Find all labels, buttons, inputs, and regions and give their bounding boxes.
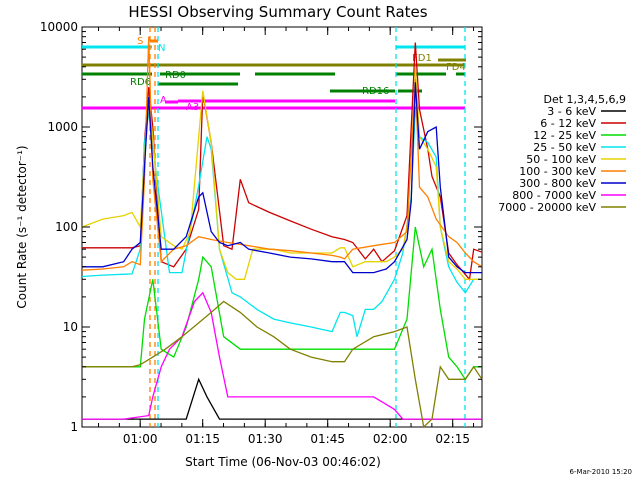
y-tick-label: 1 (70, 420, 78, 434)
y-tick-label: 1000 (47, 120, 78, 134)
series-line-6 (82, 82, 482, 274)
series-line-5 (81, 36, 483, 271)
legend-label: 800 - 7000 keV (512, 189, 596, 202)
timestamp: 6-Mar-2010 15:20 (570, 468, 632, 476)
x-tick-label: 01:45 (310, 432, 345, 446)
series-line-8 (82, 300, 483, 429)
mode-bar-label: FD1 (412, 53, 432, 64)
y-ticks: 1 10 100 1000 10000 (40, 20, 482, 434)
series-line-2 (82, 226, 482, 381)
mode-bar-label: S (137, 36, 143, 47)
mode-bar-label: RD6 (130, 77, 151, 88)
series-line-3 (81, 109, 482, 337)
series-line-7 (82, 291, 482, 420)
legend-label: 3 - 6 keV (547, 105, 596, 118)
y-tick-label: 10 (63, 320, 78, 334)
chart-title: HESSI Observing Summary Count Rates (128, 3, 427, 21)
legend-label: 6 - 12 keV (540, 117, 596, 130)
mode-bar-label: RD16 (362, 86, 389, 97)
legend-label: 300 - 800 keV (519, 177, 596, 190)
x-axis-label: Start Time (06-Nov-03 00:46:02) (185, 455, 381, 469)
mode-bar-label: N (158, 43, 165, 54)
legend-label: 100 - 300 keV (519, 165, 596, 178)
legend-title: Det 1,3,4,5,6,9 (543, 93, 626, 106)
legend-label: 7000 - 20000 keV (498, 201, 596, 214)
x-tick-label: 01:30 (248, 432, 283, 446)
y-tick-label: 100 (55, 220, 78, 234)
legend-label: 25 - 50 keV (533, 141, 596, 154)
y-tick-label: 10000 (40, 20, 78, 34)
mode-bar-label: RD0 (165, 70, 186, 81)
legend-label: 50 - 100 keV (526, 153, 596, 166)
y-axis-label: Count Rate (s⁻¹ detector⁻¹) (15, 145, 29, 308)
x-ticks: 01:00 01:15 01:30 01:45 02:00 02:15 (98, 27, 475, 446)
mode-bar-label: A (160, 95, 167, 106)
series-line-4 (81, 66, 482, 280)
series-line-0 (82, 377, 482, 420)
mode-bar-label: A3 (186, 102, 199, 113)
x-tick-label: 01:15 (185, 432, 220, 446)
mode-bar-label: FD4 (446, 62, 466, 73)
legend-label: 12 - 25 keV (533, 129, 596, 142)
x-tick-label: 01:00 (123, 432, 158, 446)
x-tick-label: 02:15 (435, 432, 470, 446)
series-layer (81, 36, 483, 429)
x-tick-label: 02:00 (373, 432, 408, 446)
